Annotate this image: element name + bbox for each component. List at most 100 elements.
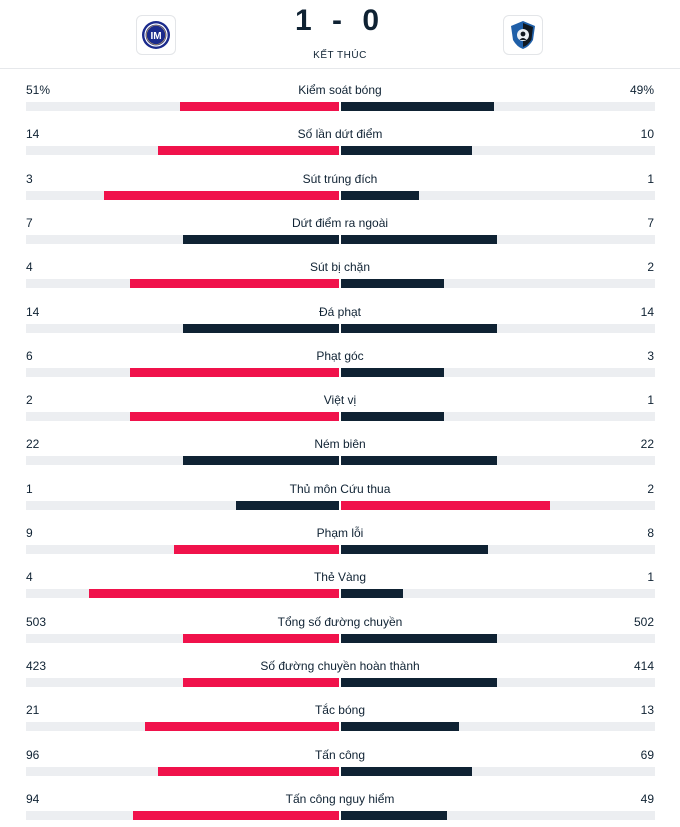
home-stat-bar (130, 279, 340, 289)
home-stat-value: 7 (26, 215, 33, 230)
away-stat-bar (340, 766, 472, 776)
stat-bar-track (26, 810, 655, 820)
home-stat-bar (130, 412, 340, 422)
bar-center-divider (339, 367, 341, 377)
bar-center-divider (339, 545, 341, 554)
stat-bar-track (26, 323, 655, 333)
home-stat-value: 51% (26, 83, 51, 97)
stat-bar-track (26, 234, 655, 244)
away-stat-bar (340, 722, 459, 732)
stat-row: 4 Sút bị chặn 2 (0, 251, 680, 295)
away-stat-value: 14 (640, 304, 654, 319)
away-stat-value: 2 (647, 260, 654, 275)
away-stat-value: 22 (640, 437, 654, 452)
home-stat-value: 14 (26, 127, 40, 142)
stat-bar-track (26, 412, 655, 422)
stat-bar-track (26, 279, 655, 289)
stat-bar-track (26, 190, 655, 200)
stat-row: 94 Tấn công nguy hiểm 49 (0, 783, 680, 827)
match-score: 1 - 0 (294, 4, 386, 37)
home-stat-value: 4 (26, 260, 33, 275)
stat-label: Đá phạt (318, 304, 362, 319)
bar-center-divider (339, 234, 341, 244)
home-stat-bar (145, 722, 340, 732)
stat-row: 21 Tắc bóng 13 (0, 694, 680, 738)
away-stat-value: 8 (647, 526, 654, 540)
match-status: KẾT THÚC (313, 50, 367, 61)
match-header: IM 1 - 0 KẾT THÚC (0, 0, 680, 69)
stat-label: Số lần dứt điểm (297, 127, 383, 142)
away-stat-value: 13 (640, 703, 654, 718)
away-stat-value: 10 (640, 127, 654, 142)
home-stat-bar (180, 102, 340, 111)
atalanta-crest-icon (511, 21, 535, 49)
away-stat-bar (340, 367, 444, 377)
home-stat-value: 423 (26, 658, 47, 673)
away-stat-value: 1 (647, 393, 654, 408)
stat-label: Dứt điểm ra ngoài (291, 215, 389, 230)
bar-center-divider (339, 500, 341, 510)
home-stat-value: 94 (26, 791, 40, 806)
away-stat-bar (340, 456, 497, 466)
home-stat-bar (158, 766, 340, 776)
stat-bar-track (26, 722, 655, 732)
inter-crest-icon: IM (142, 21, 170, 49)
bar-center-divider (339, 279, 341, 289)
away-stat-bar (340, 234, 497, 244)
home-stat-value: 3 (26, 171, 33, 186)
bar-center-divider (339, 722, 341, 732)
stat-row: 9 Phạm lỗi 8 (0, 517, 680, 561)
bar-center-divider (339, 412, 341, 422)
stat-label: Kiểm soát bóng (298, 83, 382, 97)
stat-row: 1 Thủ môn Cứu thua 2 (0, 473, 680, 517)
bar-center-divider (339, 102, 341, 111)
stat-label: Tắc bóng (314, 703, 366, 718)
stat-label: Thẻ Vàng (313, 570, 367, 585)
away-stat-bar (340, 500, 550, 510)
stat-label: Sút trúng đích (302, 171, 378, 186)
home-stat-value: 2 (26, 393, 33, 408)
home-stat-bar (183, 323, 340, 333)
stat-row: 7 Dứt điểm ra ngoài 7 (0, 207, 680, 251)
stat-label: Tấn công nguy hiểm (285, 791, 395, 806)
home-stat-bar (183, 677, 340, 687)
stat-bar-track (26, 102, 655, 111)
home-stat-bar (133, 810, 340, 820)
away-stat-bar (340, 190, 419, 200)
home-stat-bar (130, 367, 340, 377)
home-team-logo[interactable]: IM (136, 15, 176, 55)
home-stat-bar (174, 545, 340, 554)
stat-label: Tấn công (314, 747, 366, 762)
stat-row: 22 Ném biên 22 (0, 428, 680, 472)
stat-label: Phạt góc (316, 348, 364, 363)
away-team-logo[interactable] (503, 15, 543, 55)
stat-row: 503 Tổng số đường chuyền 502 (0, 606, 680, 650)
home-stat-bar (183, 456, 340, 466)
stat-label: Sút bị chặn (309, 260, 371, 275)
away-stat-bar (340, 677, 497, 687)
away-stat-value: 49% (629, 83, 654, 97)
stat-label: Số đường chuyền hoàn thành (260, 658, 420, 673)
stat-row: 51% Kiểm soát bóng 49% (0, 74, 680, 118)
away-stat-bar (340, 810, 447, 820)
stat-label: Phạm lỗi (316, 526, 364, 540)
bar-center-divider (339, 633, 341, 643)
stat-label: Ném biên (314, 437, 366, 452)
stat-bar-track (26, 677, 655, 687)
stat-bar-track (26, 367, 655, 377)
home-stat-bar (89, 589, 340, 599)
stat-label: Việt vị (323, 393, 357, 408)
home-stat-bar (183, 633, 340, 643)
stat-label: Thủ môn Cứu thua (289, 481, 391, 496)
stat-row: 14 Số lần dứt điểm 10 (0, 118, 680, 162)
home-stat-value: 9 (26, 526, 33, 540)
home-stat-bar (158, 146, 340, 156)
away-stat-bar (340, 412, 444, 422)
home-stat-value: 14 (26, 304, 40, 319)
away-stat-value: 1 (647, 171, 654, 186)
home-stat-bar (183, 234, 340, 244)
bar-center-divider (339, 323, 341, 333)
stat-row: 2 Việt vị 1 (0, 384, 680, 428)
away-stat-value: 1 (647, 570, 654, 585)
away-stat-value: 3 (647, 348, 654, 363)
